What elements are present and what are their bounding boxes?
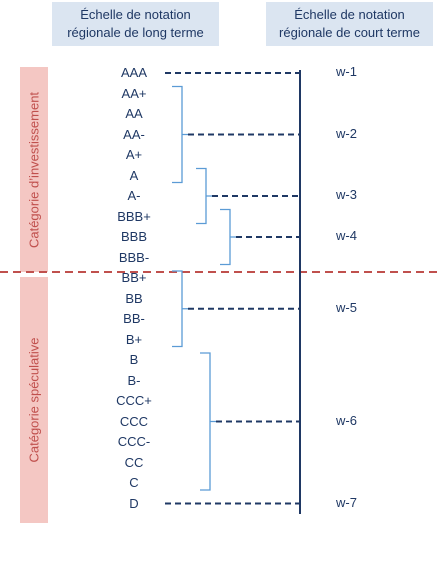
long-term-rating: A+ — [125, 147, 143, 162]
long-term-rating: B+ — [125, 331, 143, 347]
long-term-rating: AA+ — [121, 85, 147, 101]
long-term-rating: CCC+ — [116, 393, 152, 408]
long-term-rating: B- — [127, 372, 141, 388]
long-term-rating: A- — [127, 188, 141, 203]
bracket-w-4 — [220, 208, 236, 266]
speculative-grade-category: Catégorie spéculative — [20, 277, 48, 523]
long-term-rating: AA- — [123, 126, 145, 142]
short-term-header-line-2: régionale de court terme — [279, 25, 420, 40]
investment-grade-category: Catégorie d’investissement — [20, 67, 48, 272]
long-term-rating: BBB — [120, 229, 147, 244]
long-term-rating: B — [129, 352, 139, 367]
short-term-rating-w-2: w-2 — [336, 125, 357, 141]
short-term-rating-w-3: w-3 — [336, 187, 357, 202]
long-term-rating: BBB+ — [117, 208, 151, 224]
short-term-scale-header: Échelle de notation régionale de court t… — [266, 2, 433, 46]
long-term-header-line-2: régionale de long terme — [67, 25, 204, 40]
short-term-rating-w-4: w-4 — [336, 228, 357, 243]
bracket-w-6 — [200, 352, 216, 491]
long-term-rating: BBB- — [118, 249, 150, 265]
short-term-rating-w-6: w-6 — [336, 412, 357, 428]
short-term-rating-w-1: w-1 — [336, 64, 357, 79]
short-term-header-line-1: Échelle de notation — [294, 7, 405, 22]
long-term-rating: D — [129, 495, 139, 511]
short-term-rating-w-7: w-7 — [336, 494, 357, 510]
long-term-header-line-1: Échelle de notation — [80, 7, 191, 22]
long-term-rating: CC — [124, 454, 144, 470]
long-term-rating: A — [129, 167, 139, 183]
long-term-rating: AAA — [120, 65, 147, 80]
short-term-rating-w-5: w-5 — [336, 299, 357, 315]
long-term-rating: BB+ — [121, 270, 147, 285]
long-term-rating: C — [129, 475, 139, 490]
long-term-rating: BB- — [123, 311, 145, 326]
bracket-w-2 — [172, 85, 188, 184]
long-term-rating: CCC — [119, 413, 149, 429]
long-term-rating: CCC- — [117, 434, 151, 449]
long-term-rating: BB — [125, 290, 143, 306]
long-term-rating: AA — [125, 106, 143, 121]
bracket-w-5 — [172, 270, 188, 348]
bracket-w-3 — [196, 167, 212, 225]
long-term-scale-header: Échelle de notation régionale de long te… — [52, 2, 219, 46]
